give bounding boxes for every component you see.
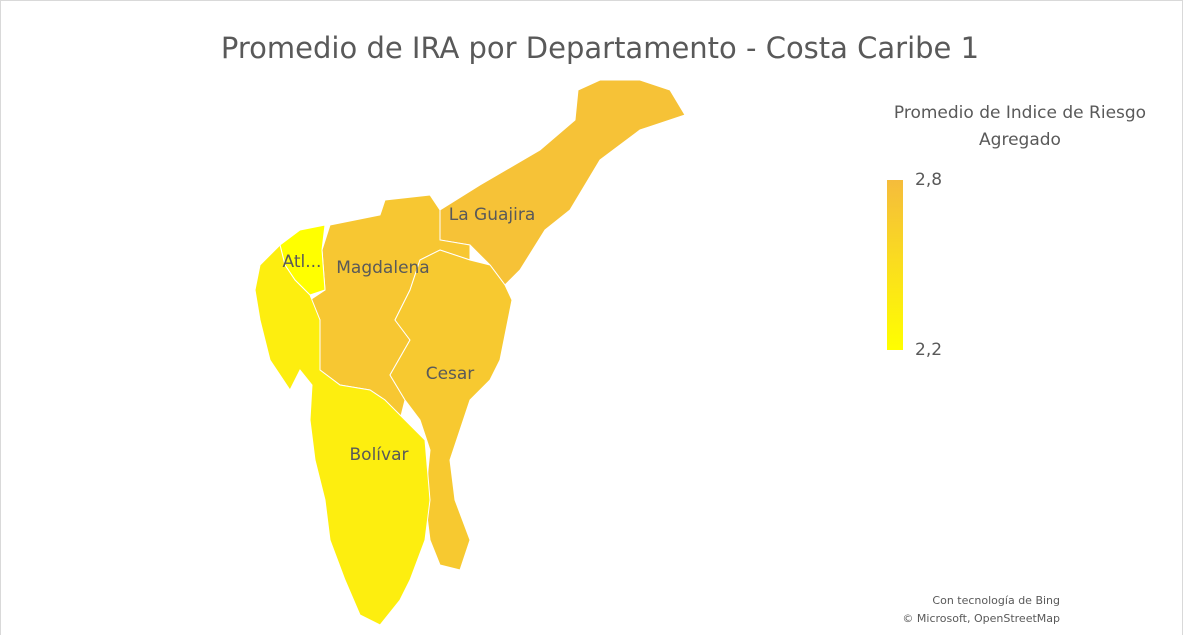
regions bbox=[254, 79, 686, 626]
legend-title: Promedio de Indice de Riesgo Agregado bbox=[893, 103, 1147, 150]
region-label: Atl... bbox=[283, 252, 322, 272]
region bbox=[389, 249, 513, 571]
region-label: Bolívar bbox=[350, 445, 409, 465]
legend-title-box: Promedio de Indice de Riesgo Agregado bbox=[893, 103, 1147, 150]
legend-tick-label: 2,2 bbox=[915, 340, 942, 360]
region-label: La Guajira bbox=[449, 205, 536, 225]
legend-tick-label: 2,8 bbox=[915, 170, 942, 190]
credit: © Microsoft, OpenStreetMap bbox=[902, 612, 1060, 625]
chart-title: Promedio de IRA por Departamento - Costa… bbox=[221, 31, 979, 65]
region-label: Cesar bbox=[426, 364, 475, 384]
credit: Con tecnología de Bing bbox=[932, 594, 1060, 607]
region-labels: La Guajira Magdalena Atl... Cesar Bolívar bbox=[283, 205, 536, 465]
region bbox=[254, 244, 431, 626]
legend-color-bar bbox=[887, 180, 903, 350]
region-label: Magdalena bbox=[336, 258, 429, 278]
